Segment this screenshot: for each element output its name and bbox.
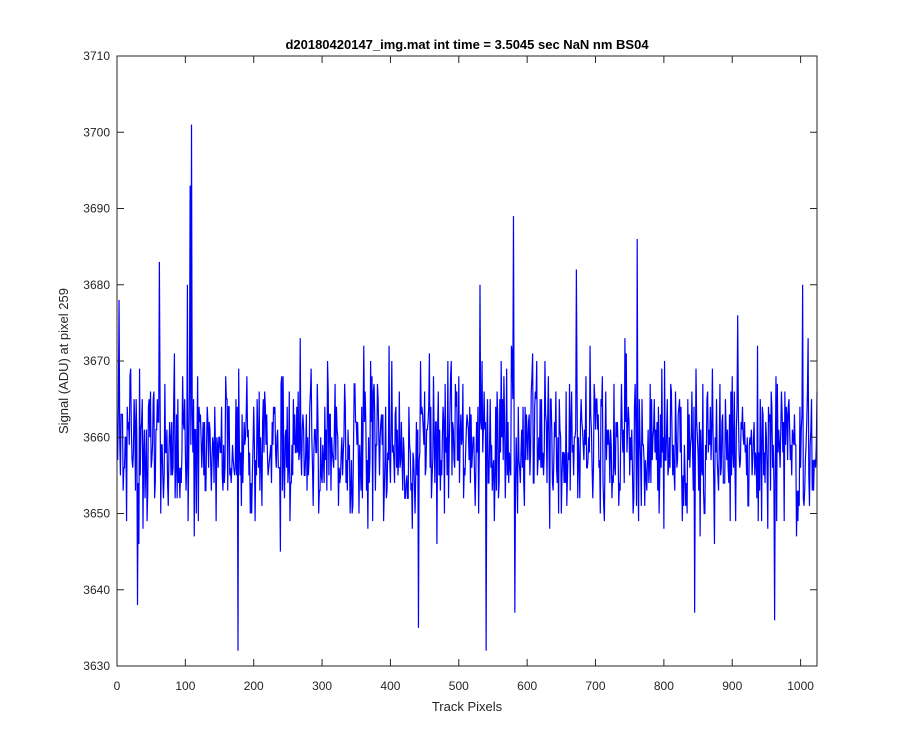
y-tick-label: 3660 (83, 430, 110, 444)
x-tick-label: 300 (312, 679, 332, 693)
x-tick-label: 500 (449, 679, 469, 693)
y-tick-label: 3710 (83, 49, 110, 63)
x-tick-label: 0 (114, 679, 121, 693)
x-tick-label: 900 (722, 679, 742, 693)
signal-series-line (117, 124, 818, 651)
y-tick-label: 3630 (83, 659, 110, 673)
y-tick-label: 3700 (83, 125, 110, 139)
y-tick-label: 3650 (83, 507, 110, 521)
x-tick-label: 600 (517, 679, 537, 693)
x-tick-label: 400 (380, 679, 400, 693)
x-axis-title: Track Pixels (432, 699, 503, 714)
y-tick-label: 3690 (83, 202, 110, 216)
x-tick-label: 200 (244, 679, 264, 693)
x-tick-label: 700 (586, 679, 606, 693)
series-layer (117, 124, 818, 651)
chart-title: d20180420147_img.mat int time = 3.5045 s… (285, 37, 649, 52)
x-tick-label: 100 (175, 679, 195, 693)
y-tick-label: 3680 (83, 278, 110, 292)
plot-area (117, 56, 817, 666)
y-tick-label: 3640 (83, 583, 110, 597)
x-tick-label: 1000 (787, 679, 814, 693)
y-tick-label: 3670 (83, 354, 110, 368)
x-tick-label: 800 (654, 679, 674, 693)
y-axis-title: Signal (ADU) at pixel 259 (56, 288, 71, 434)
ticks-layer: 0 100 200 300 400 500 600 700 800 900 1000 3630 3640… (83, 49, 817, 693)
